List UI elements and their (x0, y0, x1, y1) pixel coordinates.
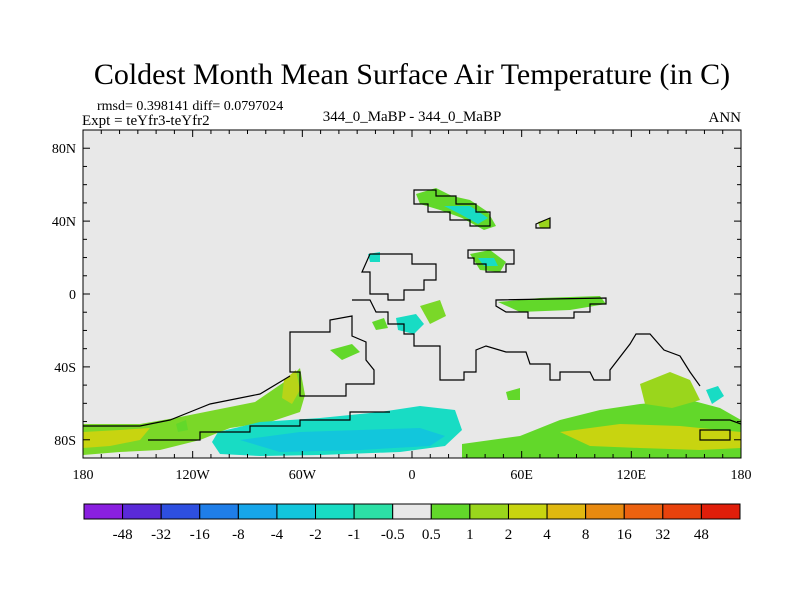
x-tick-label: 60E (510, 468, 533, 483)
y-tick-label: 80N (52, 142, 76, 157)
colorbar-label: 1 (466, 527, 474, 543)
colorbar-swatch (199, 503, 239, 520)
colorbar-swatch (546, 503, 587, 520)
colorbar-swatch (160, 503, 201, 520)
colorbar-swatch (585, 503, 625, 520)
colorbar-label: -1 (348, 527, 361, 543)
colorbar-label: 32 (655, 527, 670, 543)
x-tick-label: 120W (176, 468, 211, 483)
colorbar-swatch (353, 503, 394, 520)
field-cyan-blob (706, 386, 724, 404)
x-tick-label: 180 (731, 468, 752, 483)
colorbar-label: -0.5 (381, 527, 405, 543)
field-small-island (538, 218, 550, 228)
x-tick-label: 120E (617, 468, 647, 483)
colorbar-swatch (662, 503, 702, 520)
colorbar-swatch (430, 503, 471, 520)
colorbar-label: -16 (190, 527, 210, 543)
colorbar-label: 2 (505, 527, 513, 543)
experiment-label: Expt = teYfr3-teYfr2 (82, 113, 210, 129)
colorbar-swatch (507, 503, 548, 520)
colorbar-label: -32 (151, 527, 171, 543)
colorbar-label: -8 (232, 527, 245, 543)
field-southwest-yellow (83, 428, 150, 448)
colorbar: -48 -32 -16 -8 -4 -2 -1 -0.5 0.5 1 2 4 8 16 32 48 (83, 503, 741, 543)
x-tick-label: 180 (73, 468, 94, 483)
season-label: ANN (709, 110, 742, 126)
x-tick-label: 60W (289, 468, 317, 483)
colorbar-label: -4 (271, 527, 284, 543)
x-tick-label: 0 (409, 468, 416, 483)
colorbar-swatch (700, 503, 741, 520)
field-southern-teal (240, 428, 445, 452)
colorbar-label: 48 (694, 527, 709, 543)
colorbar-swatch (237, 503, 278, 520)
y-tick-label: 40S (54, 361, 76, 376)
colorbar-swatch (623, 503, 664, 520)
colorbar-swatch (122, 503, 162, 520)
coastlines (83, 189, 741, 441)
y-tick-label: 40N (52, 215, 76, 230)
colorbar-label: -2 (309, 527, 322, 543)
chart-title: Coldest Month Mean Surface Air Temperatu… (94, 58, 730, 91)
y-tick-label: 80S (54, 434, 76, 449)
subtitle: 344_0_MaBP - 344_0_MaBP (323, 109, 502, 125)
field-equator-green (420, 300, 446, 324)
field-sa-green (330, 344, 360, 360)
map-background (83, 130, 741, 458)
axes: 180 120W 60W 0 60E 120E 180 80N 40N 0 40S 80S (52, 129, 752, 483)
colorbar-label: -48 (113, 527, 133, 543)
colorbar-swatch (315, 503, 355, 520)
stats-line: rmsd= 0.398141 diff= 0.0797024 (97, 99, 283, 114)
colorbar-label: 0.5 (422, 527, 441, 543)
colorbar-swatch (392, 503, 432, 520)
field-southeast-green2 (640, 372, 700, 408)
field-north-cyan (444, 206, 488, 224)
field-equator-cyan (396, 314, 424, 334)
colorbar-swatch (83, 503, 124, 520)
colorbar-swatch (469, 503, 509, 520)
field-southeast-yellow (560, 424, 741, 450)
colorbar-label: 4 (543, 527, 551, 543)
colorbar-swatch (276, 503, 317, 520)
colorbar-label: 8 (582, 527, 590, 543)
colorbar-label: 16 (617, 527, 633, 543)
y-tick-label: 0 (69, 288, 76, 303)
